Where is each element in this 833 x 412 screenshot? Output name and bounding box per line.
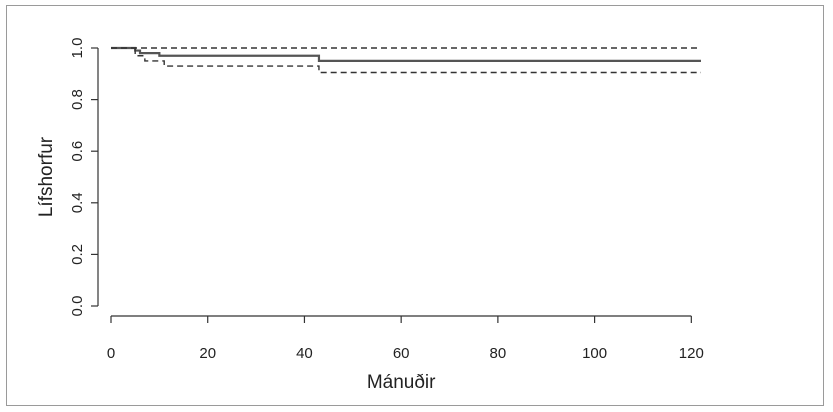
y-tick-label: 0.8 (69, 89, 86, 110)
x-axis-title: Mánuðir (367, 372, 436, 393)
x-tick-label: 20 (199, 345, 216, 362)
y-tick-label: 0.0 (69, 296, 86, 317)
y-axis-title: Lífshorfur (36, 136, 57, 217)
x-tick-label: 120 (679, 345, 704, 362)
y-tick-label: 1.0 (69, 38, 86, 59)
x-tick-label: 100 (582, 345, 607, 362)
plot-layer (111, 46, 701, 74)
y-tick-label: 0.6 (69, 141, 86, 162)
y-tick-label: 0.2 (69, 244, 86, 265)
series-line-estimate (111, 46, 701, 63)
axes-layer: 0 20 40 60 80 100 120 0.0 0.2 0.4 0.6 0.8 1.0 (69, 38, 704, 362)
x-tick-label: 0 (107, 345, 115, 362)
x-tick-label: 60 (393, 345, 410, 362)
x-tick-label: 80 (490, 345, 507, 362)
series-line-lower-ci (134, 48, 701, 74)
y-tick-label: 0.4 (69, 192, 86, 213)
x-tick-label: 40 (296, 345, 313, 362)
